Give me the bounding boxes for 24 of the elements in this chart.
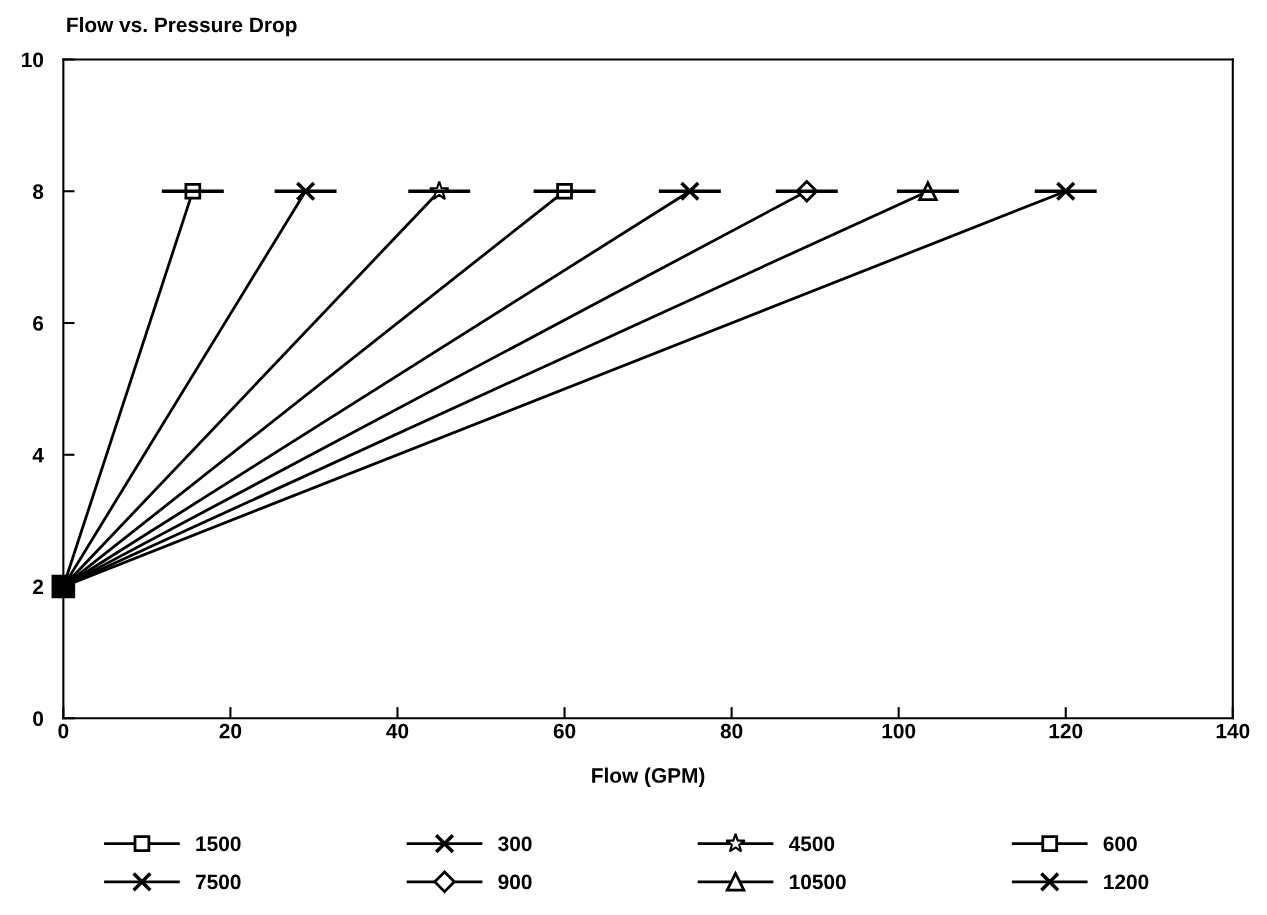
legend-label: 300: [498, 836, 532, 852]
x-tick-label: 20: [219, 723, 242, 739]
y-tick-label: 8: [32, 184, 44, 199]
x-tick-label: 140: [1216, 723, 1250, 739]
y-tick-label: 6: [33, 316, 44, 331]
legend-label: 7500: [195, 874, 241, 890]
x-tick-label: 80: [720, 723, 743, 739]
legend-label: 900: [498, 874, 532, 890]
x-tick-label: 40: [386, 723, 409, 739]
legend-label: 1200: [1104, 874, 1149, 890]
legend-label: 4500: [788, 836, 835, 852]
legend-label: 1500: [196, 836, 241, 852]
x-tick-label: 120: [1049, 723, 1083, 739]
x-tick-label: 0: [58, 723, 69, 739]
x-axis-title: Flow (GPM): [592, 767, 705, 787]
y-tick-label: 4: [32, 447, 44, 463]
legend-label: 10500: [789, 874, 846, 890]
x-tick-label: 60: [553, 723, 576, 739]
x-tick-label: 100: [882, 723, 916, 739]
chart-title: Flow vs. Pressure Drop: [67, 16, 297, 37]
y-tick-label: 2: [33, 579, 44, 595]
y-tick-label: 0: [33, 711, 44, 727]
y-tick-label: 10: [22, 52, 44, 68]
legend-label: 600: [1103, 836, 1137, 852]
